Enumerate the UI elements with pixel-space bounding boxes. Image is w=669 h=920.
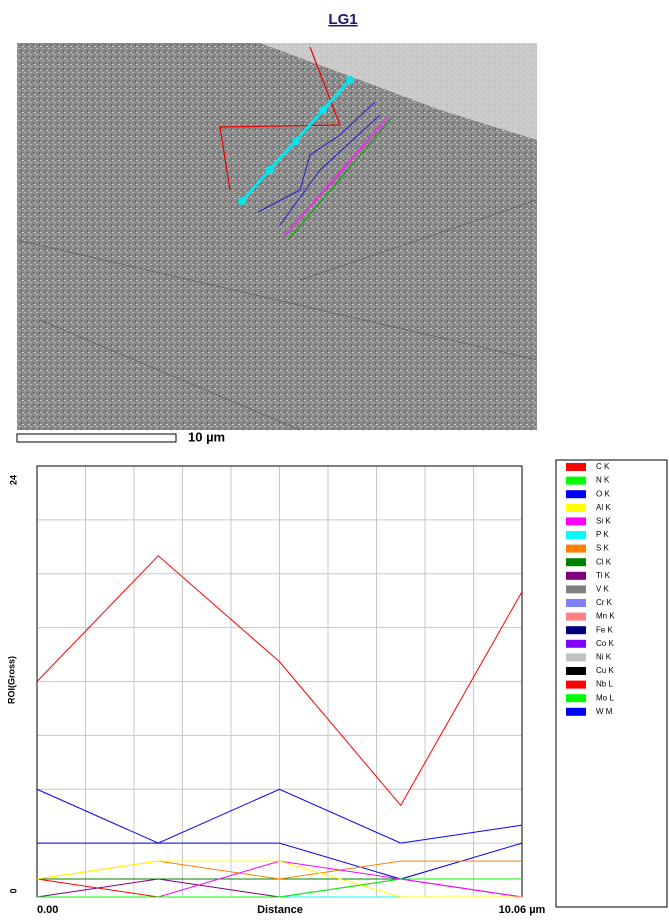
legend-label: S K (596, 544, 610, 553)
legend-label: Si K (596, 517, 611, 526)
legend-label: Mn K (596, 612, 615, 621)
sem-image (16, 43, 538, 431)
legend-label: Mo L (596, 693, 614, 702)
legend-swatch (566, 585, 586, 594)
legend-label: Cl K (596, 557, 612, 566)
legend-swatch (566, 544, 586, 553)
legend-swatch (566, 558, 586, 567)
legend-swatch (566, 680, 586, 689)
series-line (36, 860, 522, 898)
legend-swatch (566, 503, 586, 512)
y-tick-label: 24 (8, 475, 18, 485)
scale-bar (16, 433, 177, 443)
legend-swatch (566, 653, 586, 662)
legend-swatch (566, 490, 586, 499)
legend-swatch (566, 667, 586, 675)
legend-label: Al K (596, 503, 611, 512)
legend-label: Ni K (596, 653, 612, 662)
series-line (37, 878, 522, 898)
x-tick-label: 0.00 (37, 904, 58, 916)
legend-label: W M (596, 707, 613, 716)
legend-label: C K (596, 462, 610, 471)
legend-swatch (566, 626, 586, 635)
legend-label: Cr K (596, 598, 613, 607)
y-tick-label: 0 (8, 888, 18, 893)
legend-swatch (566, 612, 586, 621)
legend-label: V K (596, 585, 610, 594)
legend-swatch (566, 599, 586, 607)
legend-label: Fe K (596, 625, 614, 634)
legend-swatch (566, 639, 586, 648)
scale-label: 10 µm (188, 429, 225, 444)
y-axis-label: ROI(Gross) (6, 656, 16, 704)
legend-swatch (566, 707, 586, 716)
series-line (36, 788, 523, 844)
legend-swatch (566, 571, 586, 580)
x-tick-label: 10.06 µm (499, 904, 546, 916)
legend-label: Co K (596, 639, 614, 648)
legend-label: N K (596, 476, 610, 485)
legend-swatch (566, 531, 586, 539)
x-axis-label: Distance (257, 904, 303, 916)
legend-swatch (566, 476, 586, 485)
legend-label: Nb L (596, 680, 613, 689)
series-line (37, 842, 523, 880)
legend-label: P K (596, 530, 609, 539)
page-title: LG1 (328, 11, 357, 28)
legend-label: Ti K (596, 571, 611, 580)
series-line (36, 555, 523, 807)
legend-label: O K (596, 489, 610, 498)
legend-swatch (566, 694, 586, 703)
legend-label: Cu K (596, 666, 614, 675)
legend-swatch (566, 517, 586, 526)
legend-swatch (566, 463, 586, 471)
